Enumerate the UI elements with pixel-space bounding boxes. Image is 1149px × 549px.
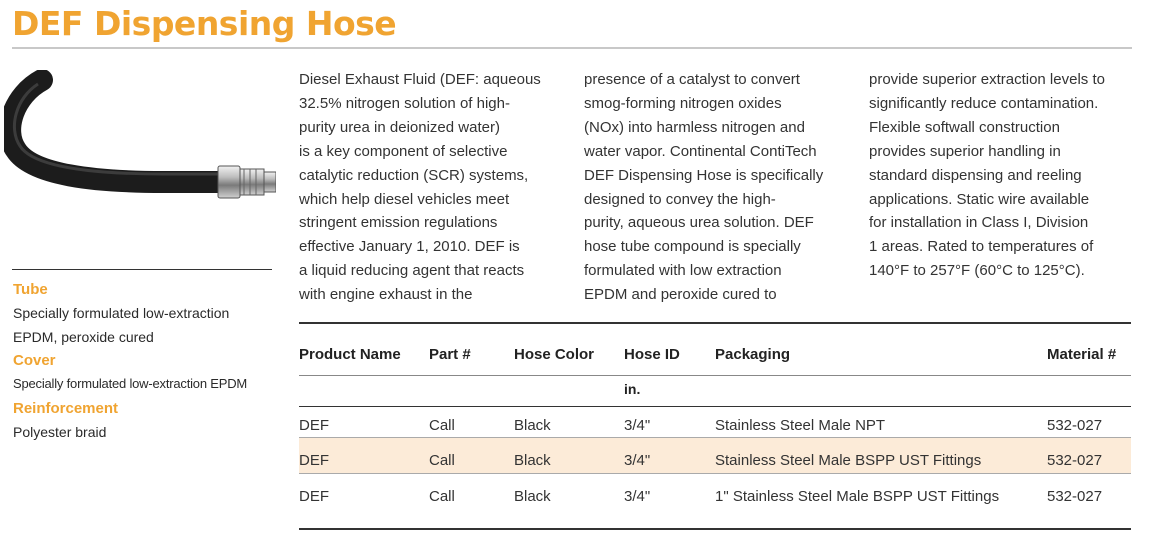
- table-row: DEF Call Black 3/4" Stainless Steel Male…: [299, 438, 1131, 473]
- header-hose-color: Hose Color: [514, 346, 595, 363]
- table-row: DEF Call Black 3/4" Stainless Steel Male…: [299, 408, 1131, 443]
- row-divider: [299, 473, 1131, 474]
- table-row: DEF Call Black 3/4" 1" Stainless Steel M…: [299, 474, 1131, 509]
- header-divider: [299, 375, 1131, 376]
- spec-tube: Tube Specially formulated low-extraction…: [13, 279, 283, 349]
- cell-hose-id: 3/4": [624, 452, 651, 469]
- cell-packaging: 1" Stainless Steel Male BSPP UST Fitting…: [715, 488, 1000, 505]
- cell-packaging: Stainless Steel Male BSPP UST Fittings: [715, 452, 982, 469]
- hose-id-unit: in.: [624, 381, 641, 397]
- description-column-3: provide superior extraction levels to si…: [869, 71, 1105, 280]
- header-packaging: Packaging: [715, 346, 791, 363]
- spec-reinforcement-label: Reinforcement: [13, 400, 119, 417]
- spec-reinforcement: Reinforcement Polyester braid: [13, 398, 283, 444]
- spec-cover-text: Specially formulated low-extraction EPDM: [13, 376, 248, 391]
- header-material-number: Material #: [1047, 346, 1117, 363]
- spec-cover-label: Cover: [13, 352, 56, 369]
- cell-hose-color: Black: [514, 417, 551, 434]
- row-divider: [299, 437, 1131, 438]
- spec-cover: Cover Specially formulated low-extractio…: [13, 350, 283, 396]
- spec-tube-line1: Specially formulated low-extraction: [13, 305, 230, 321]
- spec-reinforcement-text: Polyester braid: [13, 424, 107, 440]
- cell-product-name: DEF: [299, 417, 329, 434]
- header-hose-id: Hose ID: [624, 346, 680, 363]
- description-column-2: presence of a catalyst to convert smog-f…: [584, 71, 824, 304]
- cell-hose-id: 3/4": [624, 417, 651, 434]
- cell-material-number: 532-027: [1047, 488, 1103, 505]
- description-column-1: Diesel Exhaust Fluid (DEF: aqueous 32.5%…: [299, 71, 541, 304]
- cell-product-name: DEF: [299, 488, 329, 505]
- page-title: DEF Dispensing Hose: [12, 4, 397, 43]
- cell-hose-color: Black: [514, 452, 551, 469]
- header-part-number: Part #: [429, 346, 471, 363]
- title-divider: [12, 47, 1132, 49]
- cell-hose-color: Black: [514, 488, 551, 505]
- cell-hose-id: 3/4": [624, 488, 651, 505]
- spec-tube-label: Tube: [13, 281, 48, 298]
- cell-product-name: DEF: [299, 452, 329, 469]
- cell-material-number: 532-027: [1047, 417, 1103, 434]
- cell-part-number: Call: [429, 417, 455, 434]
- cell-material-number: 532-027: [1047, 452, 1103, 469]
- cell-part-number: Call: [429, 452, 455, 469]
- cell-part-number: Call: [429, 488, 455, 505]
- hose-with-fitting-icon: [4, 70, 276, 199]
- table-top-rule: [299, 322, 1131, 324]
- header-product-name: Product Name: [299, 346, 401, 363]
- cell-packaging: Stainless Steel Male NPT: [715, 417, 886, 434]
- spec-tube-line2: EPDM, peroxide cured: [13, 329, 154, 345]
- table-bottom-rule: [299, 528, 1131, 530]
- header-bottom-rule: [299, 406, 1131, 407]
- spec-divider: [12, 269, 272, 270]
